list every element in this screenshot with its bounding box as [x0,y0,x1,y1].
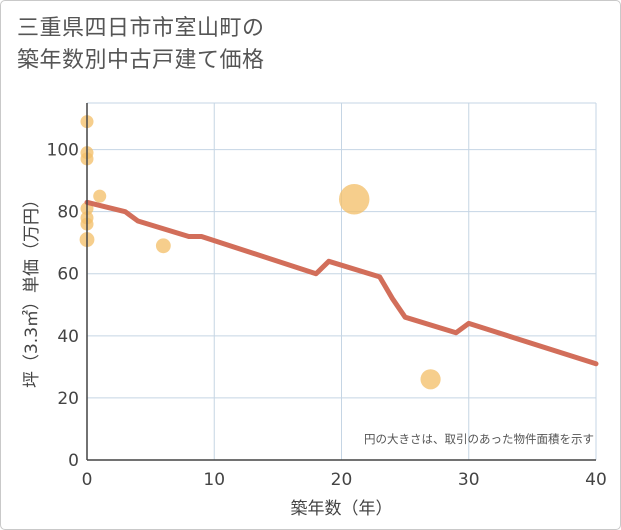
y-tick-label: 100 [47,141,79,161]
chart-title: 三重県四日市市室山町の 築年数別中古戸建て価格 [17,13,265,77]
chart-title-line-1: 三重県四日市市室山町の [17,16,265,41]
scatter-point [420,369,441,390]
trend-line-series [84,199,599,367]
axes [86,103,596,461]
scatter-point [155,238,171,254]
scatter-point [338,183,370,215]
scatter-series [79,115,441,390]
y-tick-label: 0 [68,451,79,471]
x-tick-label: 40 [585,470,607,490]
x-tick-label: 10 [203,470,225,490]
chart-title-line-2: 築年数別中古戸建て価格 [17,48,265,73]
tick-labels: 0 20 40 60 80 100 0 10 20 30 40 [47,141,607,490]
x-tick-label: 30 [458,470,480,490]
x-tick-label: 0 [82,470,93,490]
y-tick-label: 60 [57,265,79,285]
size-note: 円の大きさは、取引のあった物件面積を示す [364,432,594,446]
trend-line [84,199,599,367]
y-tick-label: 40 [57,327,79,347]
x-axis-label: 築年数（年） [291,499,393,519]
grid-lines [87,102,597,460]
y-axis-label: 坪（3.3㎡）単価（万円） [22,191,42,388]
y-tick-label: 80 [57,203,79,223]
x-tick-label: 20 [331,470,353,490]
y-tick-label: 20 [57,389,79,409]
scatter-point [93,189,107,203]
